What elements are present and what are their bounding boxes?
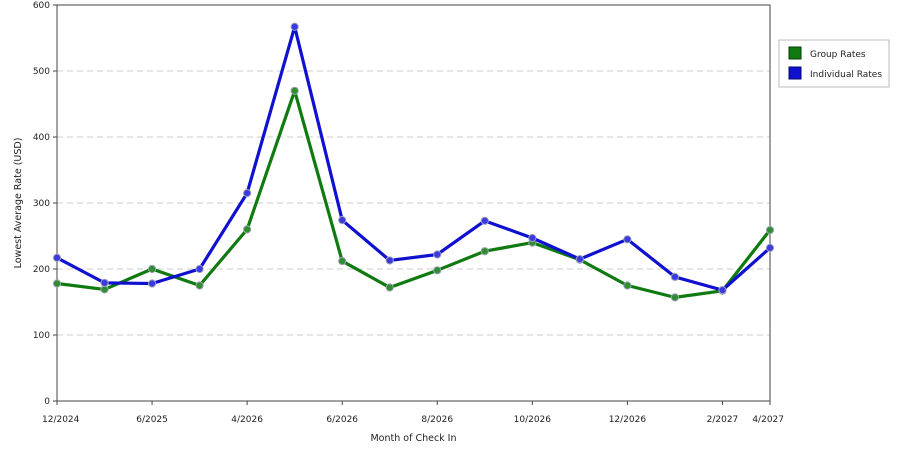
x-tick-label: 4/2026 bbox=[231, 415, 263, 425]
data-point-individual-rates bbox=[765, 243, 775, 252]
plot-frame bbox=[56, 4, 771, 402]
data-point-individual-rates bbox=[433, 250, 442, 259]
data-point-group-rates bbox=[243, 225, 252, 234]
x-tick-label: 6/2025 bbox=[136, 415, 168, 425]
data-point-group-rates bbox=[52, 279, 62, 288]
data-point-individual-rates bbox=[147, 279, 157, 288]
x-axis: 12/2024 6/2025 4/2026 6/2026 8/2026 10/2026 12… bbox=[42, 401, 784, 425]
data-point-group-rates bbox=[195, 281, 204, 290]
y-tick-label: 100 bbox=[33, 331, 50, 341]
y-axis: 0 100 200 300 400 500 600 bbox=[33, 1, 57, 407]
y-tick-label: 300 bbox=[33, 199, 50, 209]
data-point-group-rates bbox=[433, 266, 442, 275]
data-point-group-rates bbox=[338, 256, 347, 266]
legend-swatch-group-rates bbox=[788, 46, 802, 60]
legend-swatch-individual-rates bbox=[788, 66, 802, 80]
data-point-group-rates bbox=[765, 225, 775, 235]
y-tick-label: 500 bbox=[33, 67, 50, 77]
data-point-individual-rates bbox=[195, 264, 204, 274]
series-layer bbox=[52, 22, 775, 302]
data-point-individual-rates bbox=[528, 233, 537, 243]
x-tick-label: 2/2027 bbox=[707, 415, 739, 425]
data-point-group-rates bbox=[385, 283, 394, 292]
x-tick-label: 6/2026 bbox=[326, 415, 358, 425]
y-axis-title: Lowest Average Rate (USD) bbox=[13, 138, 24, 269]
x-axis-title: Month of Check In bbox=[370, 433, 456, 444]
x-tick-label: 4/2027 bbox=[752, 415, 784, 425]
data-point-individual-rates bbox=[100, 278, 109, 287]
data-point-group-rates bbox=[147, 264, 157, 274]
x-tick-label: 8/2026 bbox=[421, 415, 453, 425]
data-point-individual-rates bbox=[623, 235, 632, 244]
data-point-individual-rates bbox=[290, 22, 299, 31]
data-point-individual-rates bbox=[52, 253, 62, 262]
data-point-individual-rates bbox=[718, 286, 727, 295]
legend: Group Rates Individual Rates bbox=[778, 39, 890, 88]
y-tick-label: 600 bbox=[33, 1, 50, 11]
data-point-individual-rates bbox=[575, 255, 584, 264]
grid-lines bbox=[57, 70, 770, 336]
data-point-individual-rates bbox=[385, 256, 394, 265]
data-point-group-rates bbox=[480, 247, 489, 256]
x-tick-label: 12/2024 bbox=[42, 415, 80, 425]
series-line-individual-rates bbox=[56, 25, 772, 292]
data-point-group-rates bbox=[290, 86, 299, 95]
data-point-individual-rates bbox=[480, 216, 489, 225]
data-point-group-rates bbox=[623, 281, 632, 290]
y-tick-label: 0 bbox=[44, 397, 50, 407]
data-point-individual-rates bbox=[243, 189, 252, 198]
data-point-group-rates bbox=[670, 293, 680, 302]
x-tick-label: 12/2026 bbox=[609, 415, 647, 425]
x-tick-label: 10/2026 bbox=[514, 415, 552, 425]
y-tick-label: 400 bbox=[33, 133, 50, 143]
y-tick-label: 200 bbox=[33, 265, 50, 275]
legend-label-individual-rates: Individual Rates bbox=[810, 70, 882, 80]
data-point-individual-rates bbox=[338, 216, 347, 225]
legend-label-group-rates: Group Rates bbox=[810, 50, 866, 60]
data-point-individual-rates bbox=[670, 272, 680, 282]
